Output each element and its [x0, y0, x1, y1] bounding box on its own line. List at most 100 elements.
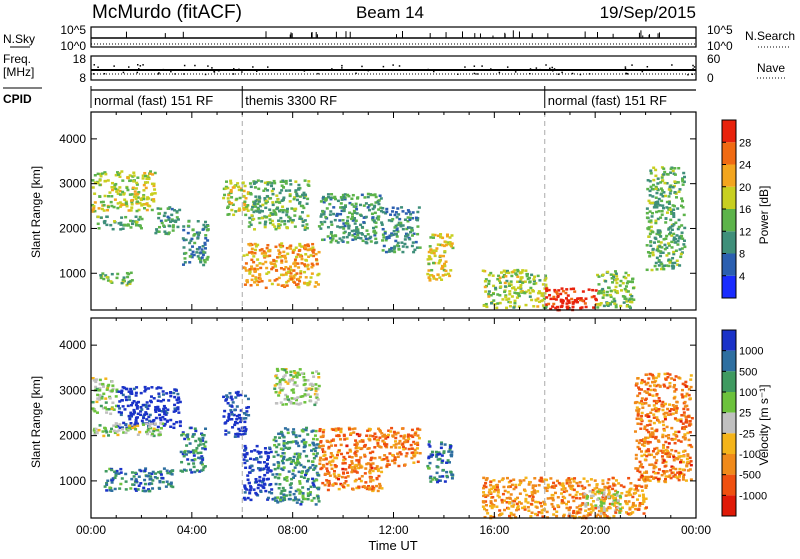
range-cell	[373, 437, 377, 441]
range-cell	[122, 203, 126, 206]
range-cell	[126, 223, 130, 226]
range-cell	[238, 196, 242, 200]
range-cell	[687, 388, 691, 391]
range-cell	[672, 458, 676, 462]
range-cell	[431, 478, 435, 481]
range-cell	[669, 413, 673, 416]
range-cell	[280, 220, 284, 223]
range-cell	[677, 376, 681, 379]
range-cell	[297, 277, 301, 281]
range-cell	[394, 443, 398, 446]
range-cell	[663, 372, 667, 376]
range-cell	[390, 233, 394, 237]
range-cell	[260, 279, 264, 283]
range-cell	[91, 407, 95, 410]
range-cell	[673, 406, 677, 409]
range-cell	[149, 475, 153, 478]
range-cell	[363, 443, 367, 447]
range-cell	[297, 444, 301, 448]
range-cell	[640, 443, 644, 446]
range-cell	[670, 224, 674, 228]
range-cell	[367, 208, 371, 212]
range-cell	[682, 180, 686, 184]
range-cell	[653, 203, 657, 207]
range-cell	[276, 496, 280, 499]
freq-dot	[626, 73, 629, 75]
range-cell	[661, 400, 665, 404]
range-cell	[624, 511, 628, 514]
range-cell	[438, 276, 442, 279]
range-cell	[513, 516, 517, 519]
range-cell	[181, 431, 185, 434]
range-cell	[204, 237, 208, 240]
range-cell	[99, 216, 103, 219]
range-cell	[197, 456, 201, 460]
range-cell	[618, 284, 622, 287]
range-cell	[120, 391, 124, 395]
range-cell	[167, 231, 171, 234]
range-cell	[596, 292, 600, 295]
range-cell	[281, 403, 285, 406]
range-cell	[339, 202, 343, 205]
range-cell	[655, 400, 659, 404]
range-cell	[142, 183, 146, 187]
range-cell	[671, 169, 675, 173]
range-cell	[434, 478, 438, 481]
range-cell	[273, 225, 277, 228]
range-cell	[601, 479, 605, 482]
range-cell	[305, 259, 309, 262]
range-cell	[238, 416, 242, 420]
range-cell	[110, 185, 114, 189]
range-cell	[514, 483, 518, 487]
range-cell	[105, 388, 109, 391]
range-cell	[571, 514, 575, 518]
range-cell	[566, 294, 570, 297]
range-cell	[551, 498, 555, 502]
range-cell	[331, 237, 335, 240]
range-cell	[165, 392, 169, 395]
range-cell	[248, 221, 252, 224]
range-cell	[537, 290, 541, 293]
range-cell	[317, 372, 321, 375]
range-cell	[335, 456, 339, 460]
range-cell	[303, 226, 307, 229]
range-cell	[666, 446, 670, 449]
range-cell	[276, 198, 280, 201]
freq-dot	[646, 65, 649, 68]
range-cell	[649, 475, 653, 479]
range-cell	[120, 216, 124, 219]
range-cell	[91, 208, 95, 212]
range-cell	[495, 505, 499, 508]
range-cell	[321, 434, 325, 437]
range-cell	[386, 459, 390, 463]
range-cell	[112, 408, 116, 411]
range-cell	[164, 413, 168, 416]
range-cell	[240, 188, 244, 192]
range-cell	[656, 245, 660, 249]
range-cell	[201, 447, 205, 450]
range-cell	[496, 293, 500, 296]
range-cell	[366, 447, 370, 450]
range-cell	[303, 246, 307, 249]
range-cell	[105, 489, 109, 492]
range-cell	[665, 200, 669, 204]
range-cell	[245, 279, 249, 282]
range-cell	[258, 475, 262, 479]
range-cell	[145, 412, 149, 416]
range-cell	[148, 422, 152, 426]
range-cell	[409, 443, 413, 447]
range-cell	[646, 250, 650, 254]
range-cell	[281, 448, 285, 451]
range-cell	[571, 302, 575, 305]
range-cell	[305, 469, 309, 473]
range-cell	[654, 401, 658, 405]
range-cell	[135, 401, 139, 405]
range-cell	[350, 203, 354, 206]
range-cell	[381, 249, 385, 252]
range-cell	[650, 453, 654, 457]
range-cell	[684, 479, 688, 482]
range-cell	[644, 383, 648, 386]
range-cell	[107, 407, 111, 411]
range-cell	[115, 390, 119, 393]
range-cell	[639, 418, 643, 421]
